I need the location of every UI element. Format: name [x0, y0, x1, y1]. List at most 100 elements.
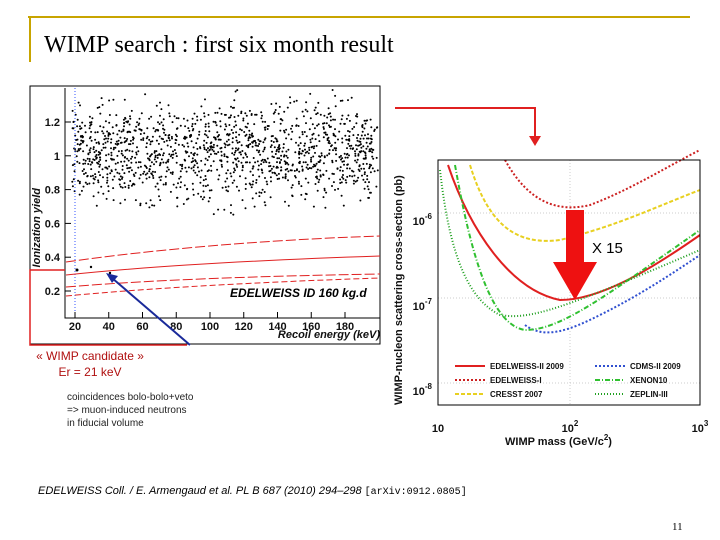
scatter-dot	[276, 140, 279, 143]
scatter-dot	[354, 159, 357, 162]
scatter-dot	[210, 169, 213, 172]
scatter-dot	[190, 167, 193, 170]
scatter-dot	[145, 167, 148, 169]
scatter-dot	[122, 128, 125, 131]
scatter-dot	[204, 125, 207, 128]
scatter-dot	[162, 127, 164, 130]
scatter-dot	[72, 178, 75, 181]
scatter-dot	[313, 127, 316, 130]
scatter-dot	[79, 104, 81, 107]
scatter-dot	[356, 113, 358, 116]
scatter-dot	[245, 126, 248, 129]
scatter-dot	[328, 149, 331, 151]
legend-label: XENON10	[630, 376, 668, 385]
scatter-dot	[207, 125, 210, 128]
scatter-dot	[201, 198, 204, 201]
scatter-dot	[331, 172, 334, 175]
scatter-dot	[328, 124, 330, 127]
scatter-dot	[79, 147, 82, 150]
scatter-dot	[150, 115, 153, 118]
scatter-dot	[112, 132, 115, 135]
scatter-dot	[108, 121, 111, 124]
scatter-dot	[117, 139, 120, 142]
scatter-dot	[371, 151, 374, 154]
scatter-dot	[331, 89, 334, 91]
scatter-dot	[280, 169, 283, 172]
scatter-dot	[156, 156, 159, 159]
scatter-dot	[340, 181, 343, 184]
scatter-dot	[184, 166, 187, 169]
scatter-dot	[226, 169, 229, 172]
scatter-dot	[295, 124, 298, 127]
scatter-dot	[279, 118, 282, 121]
scatter-dot	[187, 197, 190, 200]
scatter-dot	[316, 168, 319, 171]
scatter-dot	[79, 127, 82, 130]
scatter-dot	[206, 151, 209, 154]
scatter-dot	[181, 167, 184, 170]
arxiv: [arXiv:0912.0805]	[365, 486, 467, 498]
scatter-dot	[275, 174, 278, 177]
scatter-dot	[363, 127, 366, 130]
scatter-dot	[344, 134, 347, 137]
scatter-dot	[120, 152, 123, 155]
scatter-dot	[80, 139, 83, 142]
scatter-dot	[89, 121, 91, 124]
scatter-dot	[343, 160, 345, 163]
scatter-dot	[152, 174, 154, 177]
scatter-dot	[130, 161, 133, 164]
y-tick-label: 1.2	[45, 117, 60, 129]
scatter-dot	[75, 155, 78, 158]
scatter-dot	[152, 177, 155, 179]
scatter-dot	[175, 139, 178, 142]
scatter-dot	[77, 130, 80, 133]
scatter-dot	[343, 122, 346, 125]
scatter-dot	[331, 161, 334, 164]
scatter-dot	[95, 141, 98, 144]
scatter-dot	[190, 161, 193, 164]
scatter-dot	[98, 165, 101, 168]
scatter-dot	[210, 164, 212, 167]
y-tick-label: 0.2	[45, 286, 60, 298]
scatter-dot	[203, 146, 206, 149]
scatter-dot	[276, 157, 279, 160]
scatter-dot	[107, 190, 110, 193]
scatter-cloud	[71, 89, 379, 216]
scatter-dot	[155, 150, 158, 153]
scatter-dot	[183, 184, 186, 187]
scatter-dot	[281, 150, 284, 153]
scatter-dot	[72, 127, 75, 130]
scatter-dot	[360, 167, 363, 170]
scatter-dot	[213, 152, 216, 155]
scatter-dot	[301, 169, 304, 172]
scatter-dot	[224, 146, 227, 149]
scatter-dot	[125, 164, 128, 167]
scatter-dot	[71, 185, 74, 188]
scatter-dot	[186, 142, 189, 145]
scatter-dot	[340, 154, 342, 157]
scatter-dot	[227, 134, 230, 137]
scatter-dot	[92, 177, 95, 180]
scatter-dot	[345, 117, 348, 120]
scatter-dot	[255, 181, 258, 184]
scatter-dot	[339, 178, 342, 181]
scatter-dot	[88, 160, 91, 163]
scatter-dot	[116, 143, 119, 146]
scatter-dot	[230, 114, 232, 117]
scatter-dot	[82, 158, 85, 161]
scatter-dot	[271, 155, 274, 158]
scatter-dot	[357, 144, 360, 147]
scatter-dot	[114, 162, 117, 165]
scatter-dot	[299, 142, 302, 145]
scatter-dot	[175, 155, 178, 158]
scatter-dot	[366, 185, 369, 188]
scatter-dot	[199, 146, 201, 149]
scatter-dot	[341, 169, 344, 172]
scatter-dot	[73, 170, 76, 173]
y-tick-label: 0.6	[45, 218, 60, 230]
scatter-dot	[108, 99, 111, 102]
scatter-dot	[319, 169, 322, 172]
scatter-dot	[244, 112, 247, 115]
scatter-dot	[89, 163, 92, 166]
scatter-dot	[129, 143, 132, 146]
